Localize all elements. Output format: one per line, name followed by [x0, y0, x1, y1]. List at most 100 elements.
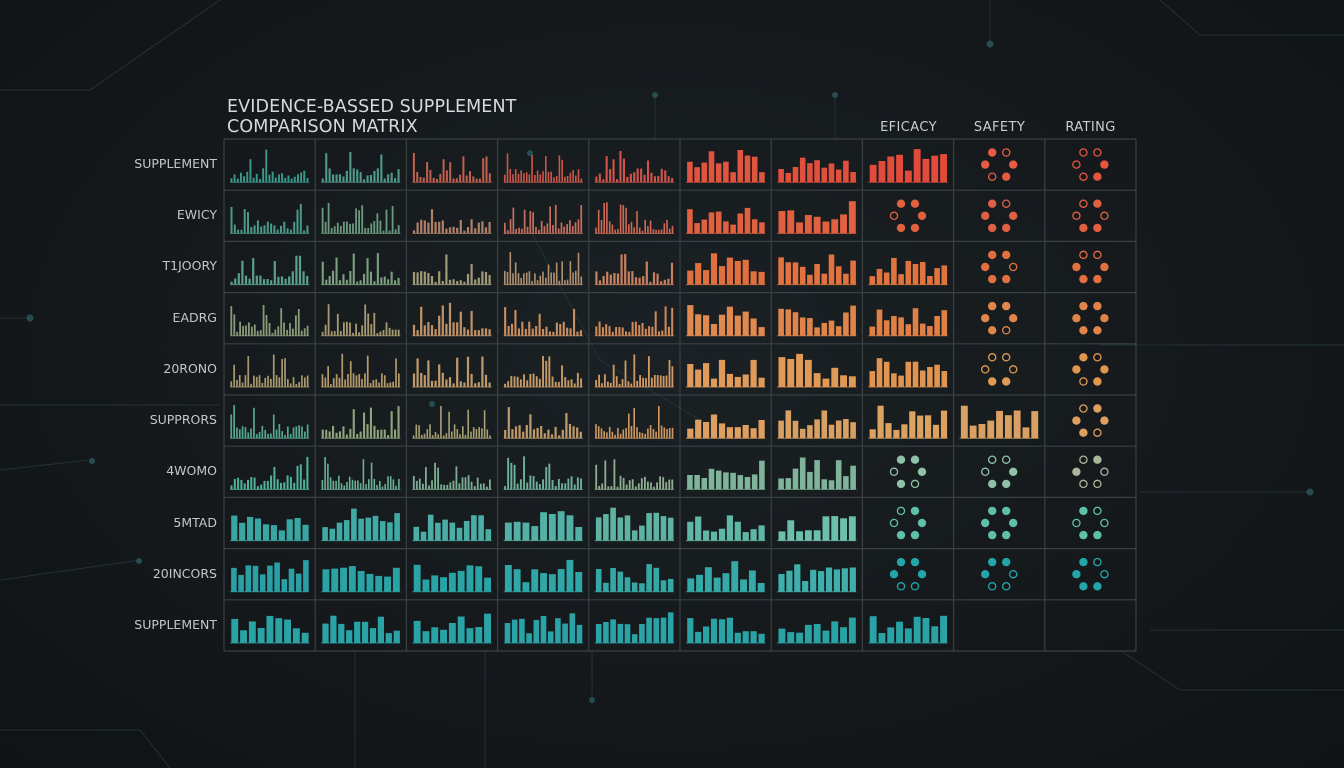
mini-bar — [554, 486, 557, 490]
mini-bar — [293, 176, 296, 183]
mini-bar — [804, 359, 812, 387]
mini-bar — [434, 281, 437, 285]
mini-bar — [723, 472, 729, 490]
mini-bar — [633, 227, 635, 234]
rating-dot — [1072, 262, 1081, 272]
mini-bar — [507, 326, 510, 336]
mini-bar — [687, 364, 694, 387]
mini-bar — [835, 420, 842, 439]
mini-bar — [792, 420, 799, 439]
mini-bar — [549, 206, 551, 234]
mini-bar — [525, 272, 528, 285]
mini-bar — [660, 425, 663, 439]
mini-bar — [504, 307, 507, 336]
mini-bar — [386, 383, 389, 387]
mini-bar — [528, 321, 531, 336]
mini-bar — [810, 569, 817, 592]
mini-bar — [523, 456, 525, 490]
mini-bar — [477, 330, 480, 336]
mini-bar — [284, 434, 286, 439]
mini-bar — [429, 424, 431, 439]
mini-bar — [301, 375, 303, 387]
mini-bar — [602, 276, 605, 285]
mini-bar — [484, 272, 488, 285]
mini-bar — [622, 205, 625, 234]
mini-bar — [264, 377, 267, 387]
mini-bar — [241, 426, 244, 439]
rating-dot — [1100, 518, 1109, 528]
mini-bar — [329, 477, 332, 490]
mini-bar — [615, 376, 618, 387]
mini-bar — [270, 223, 273, 234]
mini-bar — [573, 383, 576, 387]
mini-bar — [603, 202, 605, 234]
mini-bar — [261, 425, 264, 439]
mini-bar — [831, 516, 839, 541]
rating-dot — [889, 467, 899, 477]
rating-dot — [1079, 199, 1088, 208]
mini-bar — [484, 374, 488, 387]
mini-bar — [430, 325, 434, 336]
mini-bar — [301, 426, 303, 439]
matrix-cell — [230, 456, 310, 490]
mini-bar — [440, 629, 447, 643]
rating-dot — [988, 223, 997, 233]
mini-bar — [653, 374, 656, 387]
mini-bar — [652, 272, 656, 285]
matrix-cell — [321, 202, 401, 234]
chart-title-line1: EVIDENCE-BASSED SUPPLEMENT — [227, 97, 517, 117]
mini-bar — [922, 618, 930, 643]
mini-bar — [695, 631, 702, 643]
mini-bar — [520, 277, 522, 285]
mini-bar — [663, 427, 666, 439]
mini-bar — [828, 424, 835, 439]
mini-bar — [787, 520, 795, 541]
mini-bar — [286, 475, 289, 490]
mini-bar — [481, 428, 483, 439]
mini-bar — [558, 435, 561, 439]
mini-bar — [485, 529, 492, 541]
mini-bar — [667, 278, 670, 285]
mini-bar — [605, 156, 608, 183]
mini-bar — [272, 414, 275, 439]
mini-bar — [477, 382, 480, 387]
matrix-cell — [868, 405, 948, 439]
mini-bar — [604, 374, 606, 387]
matrix-cell — [321, 304, 401, 337]
mini-bar — [612, 159, 615, 183]
mini-bar — [1004, 415, 1012, 439]
mini-bar — [668, 360, 671, 387]
mini-bar — [392, 381, 394, 387]
mini-bar — [343, 322, 345, 336]
mini-bar — [383, 429, 386, 439]
mini-bar — [247, 479, 249, 490]
mini-bar — [321, 331, 324, 336]
mini-bar — [262, 279, 266, 285]
mini-bar — [280, 225, 282, 234]
mini-bar — [230, 414, 233, 439]
row-label-4: EADRG — [172, 310, 217, 325]
mini-bar — [518, 227, 520, 234]
matrix-cell — [594, 612, 674, 644]
mini-bar — [715, 163, 722, 183]
mini-bar — [694, 475, 700, 490]
mini-bar — [671, 225, 674, 234]
mini-bar — [270, 280, 273, 285]
mini-bar — [575, 270, 577, 285]
mini-bar — [510, 462, 513, 490]
rating-dot — [1002, 301, 1011, 311]
mini-bar — [737, 150, 744, 183]
mini-bar — [641, 432, 644, 439]
mini-bar — [376, 213, 379, 234]
matrix-cell — [1072, 301, 1109, 335]
mini-bar — [883, 272, 890, 285]
mini-bar — [442, 435, 445, 439]
mini-bar — [459, 280, 462, 285]
mini-bar — [352, 409, 355, 439]
mini-bar — [324, 221, 327, 234]
rating-dot — [1072, 160, 1081, 169]
mini-bar — [804, 215, 812, 234]
mini-bar — [778, 531, 786, 541]
mini-bar — [504, 383, 506, 387]
mini-bar — [610, 486, 613, 490]
